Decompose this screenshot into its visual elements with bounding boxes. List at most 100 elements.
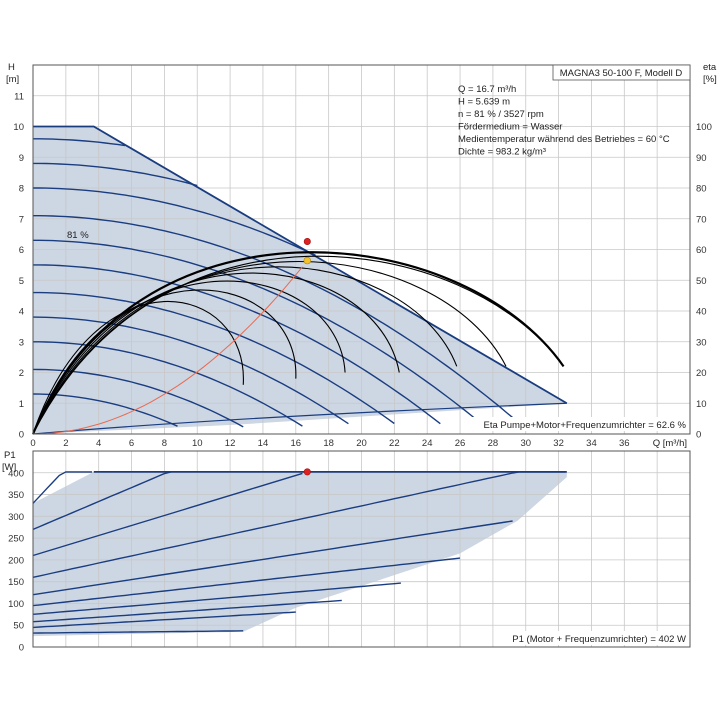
y2-tick-label: 30	[696, 337, 707, 348]
power-curve	[32, 471, 93, 504]
power-curve	[32, 520, 513, 596]
power-curve	[32, 611, 296, 629]
x-tick-label: 4	[96, 438, 101, 449]
eta-curve	[32, 301, 244, 435]
power-curve	[32, 471, 566, 578]
y-tick-label: 2	[19, 368, 24, 379]
y2-tick-label: 70	[696, 214, 707, 225]
y2-axis-label: eta	[703, 62, 717, 73]
speed-curve	[33, 187, 316, 256]
power-curve	[32, 599, 342, 623]
chart-title: MAGNA3 50-100 F, Modell D	[560, 68, 683, 79]
y2-axis-unit: [%]	[703, 74, 717, 85]
title-box	[552, 64, 691, 81]
p-tick-label: 250	[8, 534, 24, 545]
x-tick-label: 14	[258, 438, 269, 449]
x-tick-label: 16	[291, 438, 302, 449]
speed-curve	[32, 316, 349, 425]
info-line: Fördermedium = Wasser	[458, 122, 562, 133]
info-line: Q = 16.7 m³/h	[458, 84, 516, 95]
eta-note: Eta Pumpe+Motor+Frequenzumrichter = 62.6…	[483, 420, 686, 431]
x-tick-label: 36	[619, 438, 630, 449]
y-tick-label: 7	[19, 214, 24, 225]
top-plot-frame	[32, 64, 691, 435]
y2-tick-label: 10	[696, 399, 707, 410]
y-axis-label: H	[8, 62, 15, 73]
info-line: Medientemperatur während des Betriebes =…	[458, 134, 670, 145]
y2-tick-label: 60	[696, 245, 707, 256]
power-curve	[32, 557, 461, 607]
p-axis-unit: [W]	[2, 462, 16, 473]
y-tick-label: 1	[19, 399, 24, 410]
eta-curve	[32, 266, 458, 435]
speed-curve	[33, 264, 441, 425]
p-tick-label: 300	[8, 512, 24, 523]
x-tick-label: 20	[356, 438, 367, 449]
x-axis-label: Q [m³/h]	[653, 438, 687, 449]
x-tick-label: 32	[553, 438, 564, 449]
speed-curve	[33, 239, 487, 429]
eta-curve	[32, 260, 507, 435]
y-tick-label: 5	[19, 276, 24, 287]
y2-tick-label: 80	[696, 184, 707, 195]
x-tick-label: 26	[455, 438, 466, 449]
power-curve	[32, 471, 172, 531]
power-note: P1 (Motor + Frequenzumrichter) = 402 W	[512, 634, 686, 645]
eta-curve	[32, 255, 564, 435]
x-tick-label: 24	[422, 438, 433, 449]
y-tick-label: 9	[19, 153, 24, 164]
y2-tick-label: 50	[696, 276, 707, 287]
p-tick-label: 400	[8, 468, 24, 479]
y2-tick-label: 0	[696, 430, 701, 441]
x-tick-label: 30	[520, 438, 531, 449]
p-tick-label: 0	[19, 643, 24, 654]
p-tick-label: 200	[8, 555, 24, 566]
speed-curve	[32, 393, 178, 427]
y-tick-label: 8	[19, 184, 24, 195]
power-duty-point	[303, 468, 311, 476]
x-tick-label: 34	[586, 438, 597, 449]
x-tick-label: 28	[488, 438, 499, 449]
eta-note-bg	[463, 417, 688, 431]
y2-tick-label: 100	[696, 122, 712, 133]
x-tick-label: 0	[30, 438, 35, 449]
p-tick-label: 350	[8, 490, 24, 501]
speed-curve	[33, 291, 395, 425]
x-tick-label: 2	[63, 438, 68, 449]
y-tick-label: 10	[13, 122, 24, 133]
info-line: Dichte = 983.2 kg/m³	[458, 147, 546, 158]
max-curve-outline	[33, 125, 568, 405]
x-tick-label: 22	[389, 438, 400, 449]
power-curve	[32, 472, 303, 557]
y2-tick-label: 90	[696, 153, 707, 164]
eta-max-curve	[31, 251, 565, 435]
y2-tick-label: 40	[696, 307, 707, 318]
y-tick-label: 3	[19, 337, 24, 348]
power-curve	[32, 630, 244, 634]
duty-point	[303, 256, 311, 265]
power-curve	[32, 582, 401, 615]
system-curve	[32, 266, 303, 435]
p-tick-label: 150	[8, 577, 24, 588]
y-tick-label: 11	[14, 91, 24, 102]
x-tick-label: 10	[192, 438, 203, 449]
min-curve-outline	[32, 402, 567, 435]
speed-curve	[33, 215, 520, 424]
eta-duty-point	[303, 238, 311, 246]
bottom-plot-frame	[32, 450, 691, 648]
speed-curve	[33, 341, 303, 427]
eta-curve	[32, 272, 400, 435]
speed-curve	[33, 138, 126, 147]
info-line: H = 5.639 m	[458, 97, 510, 108]
x-tick-label: 18	[323, 438, 334, 449]
y-tick-label: 4	[19, 307, 24, 318]
y-tick-label: 6	[19, 245, 24, 256]
power-note-bg	[495, 631, 688, 645]
p-tick-label: 50	[13, 621, 24, 632]
speed-curve	[33, 162, 198, 187]
p-tick-label: 100	[8, 599, 24, 610]
info-line: n = 81 % / 3527 rpm	[458, 109, 544, 120]
y-tick-label: 0	[19, 430, 24, 441]
p-axis-label: P1	[4, 450, 16, 461]
